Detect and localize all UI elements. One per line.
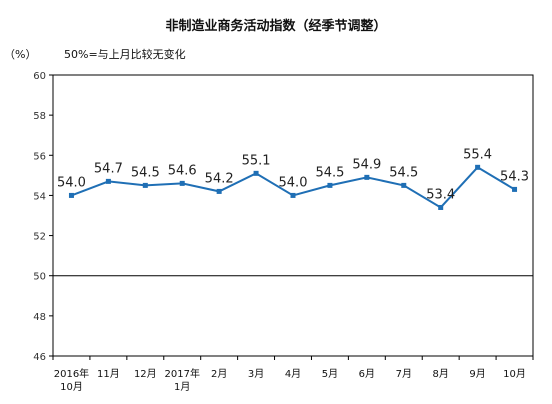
x-tick-label: 6月 [359,368,375,380]
x-tick-label: 10月 [60,381,83,393]
x-tick-label: 5月 [322,368,338,380]
x-tick-label: 8月 [433,368,449,380]
y-tick-label: 58 [33,111,46,122]
x-tick-label: 2016年 [54,367,89,380]
data-label: 54.5 [131,165,160,180]
data-point [68,192,74,198]
x-tick-label: 2017年 [165,367,200,380]
data-point [401,182,407,188]
data-point [142,182,148,188]
plot-area [52,74,534,357]
data-point [290,192,296,198]
data-point [364,174,370,180]
y-tick-label: 54 [33,191,46,202]
x-tick-label: 3月 [248,368,264,380]
x-tick-label: 2月 [211,368,227,380]
data-label: 54.9 [352,157,381,172]
y-tick-label: 56 [33,151,46,162]
y-tick-label: 50 [33,272,46,283]
data-label: 53.4 [426,187,455,202]
chart-note: 50%=与上月比较无变化 [64,47,186,61]
y-tick-label: 52 [33,232,46,243]
y-tick-label: 48 [33,312,46,323]
data-point [327,182,333,188]
y-unit-label: （%） [4,48,36,61]
x-tick-label: 7月 [396,368,412,380]
data-label: 55.4 [463,147,492,162]
data-point [438,204,444,210]
data-point [253,170,259,176]
data-point [105,178,111,184]
data-label: 54.3 [500,169,529,184]
data-labels: 54.0 54.7 54.5 54.6 54.2 55.1 54.0 54.5 54.9 54.5… [57,147,529,202]
y-tick-label: 60 [33,71,46,82]
data-point [216,188,222,194]
x-tick-label: 10月 [503,368,526,380]
y-axis-ticks: 46 48 50 52 54 56 58 60 [33,71,53,363]
data-label: 54.6 [168,163,197,178]
data-label: 54.2 [205,171,234,186]
data-label: 54.0 [279,175,308,190]
data-point [179,180,185,186]
data-label: 54.5 [315,165,344,180]
x-tick-label: 12月 [134,368,157,380]
x-tick-label: 9月 [469,368,485,380]
x-tick-label: 11月 [97,368,120,380]
y-tick-label: 46 [33,352,46,363]
chart-title: 非制造业商务活动指数（经季节调整） [165,18,386,34]
data-point [475,164,481,170]
data-label: 54.7 [94,161,123,176]
data-label: 55.1 [242,153,271,168]
x-tick-label: 1月 [174,381,190,393]
data-label: 54.5 [389,165,418,180]
data-point [512,186,518,192]
series-markers [68,164,518,210]
x-tick-label: 4月 [285,368,301,380]
data-label: 54.0 [57,175,86,190]
